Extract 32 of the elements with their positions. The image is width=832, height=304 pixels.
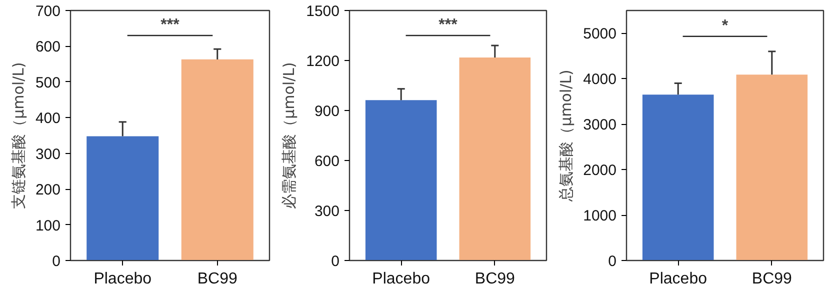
y-tick-label: 600 <box>35 38 61 56</box>
y-tick-label: 5000 <box>583 26 617 43</box>
y-tick-label: 100 <box>35 217 61 234</box>
y-axis-title: 必需氨基酸（μmol/L) <box>280 62 298 209</box>
y-tick-label: 4000 <box>583 71 617 88</box>
x-tick-label: BC99 <box>752 270 792 288</box>
y-tick-label: 2000 <box>583 162 617 180</box>
y-tick-label: 200 <box>35 182 61 199</box>
y-tick-label: 1500 <box>306 3 340 20</box>
annotation: *** <box>160 16 180 34</box>
y-axis-title: 支链氨基酸（μmol/L) <box>9 62 28 209</box>
x-tick-label: Placebo <box>649 270 708 288</box>
y-tick-label: 300 <box>35 146 61 163</box>
x-tick-label: BC99 <box>197 270 238 288</box>
x-tick-label: Placebo <box>372 270 430 288</box>
x-tick-label: Placebo <box>94 270 152 288</box>
y-axis-title: 总氨基酸（μmol/L) <box>557 70 576 202</box>
y-tick-label: 300 <box>314 203 340 220</box>
y-tick-label: 500 <box>35 74 61 92</box>
y-tick-label: 0 <box>331 253 340 270</box>
y-tick-label: 400 <box>35 110 61 128</box>
annotation: *** <box>438 16 458 34</box>
y-tick-label: 1000 <box>583 208 617 225</box>
y-tick-label: 3000 <box>583 116 617 134</box>
x-tick-label: BC99 <box>474 270 516 288</box>
y-tick-label: 900 <box>314 103 340 120</box>
y-tick-label: 600 <box>314 153 340 170</box>
y-tick-label: 0 <box>608 253 616 270</box>
y-tick-label: 1200 <box>306 53 340 70</box>
y-tick-label: 0 <box>52 253 60 270</box>
y-tick-label: 700 <box>35 3 61 20</box>
annotation: * <box>722 17 729 34</box>
